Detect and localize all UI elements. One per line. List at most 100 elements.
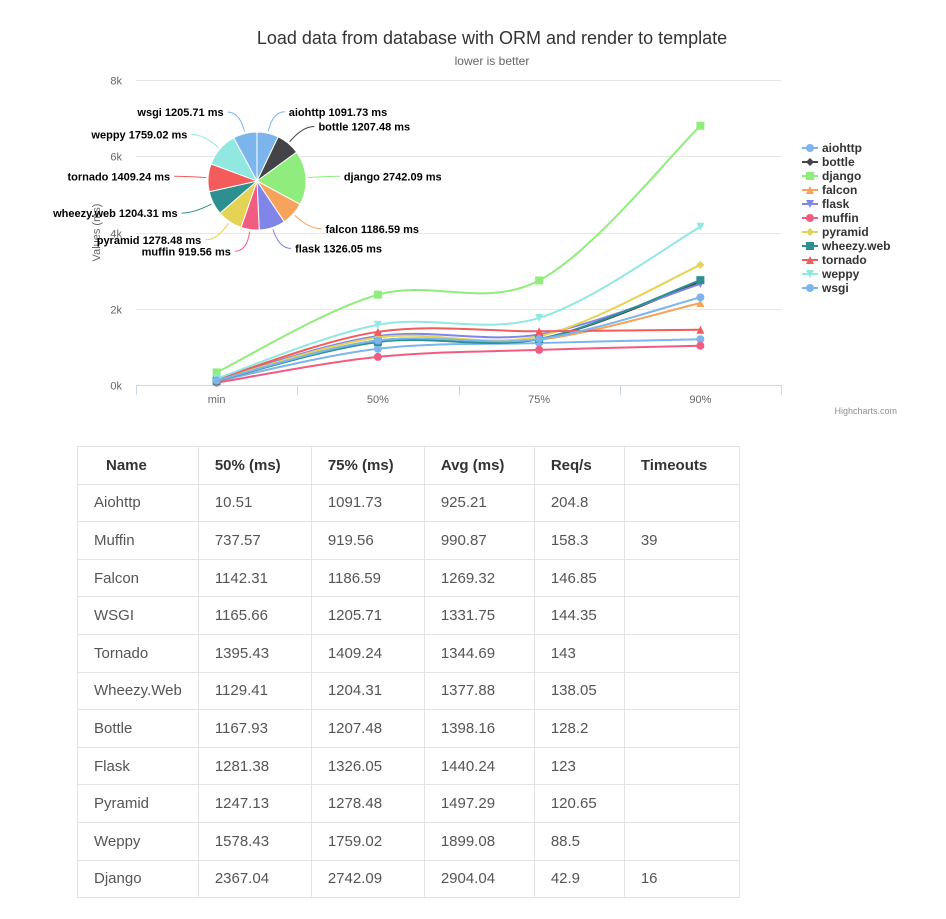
table-cell: 1247.13 [197, 784, 312, 823]
benchmark-table: Name 50% (ms) 75% (ms) Avg (ms) Req/s Ti… [77, 446, 740, 899]
data-point [696, 299, 705, 308]
series-line [216, 296, 701, 382]
table-cell: 1091.73 [310, 483, 425, 523]
table-cell: 1899.08 [423, 821, 535, 861]
legend-marker [806, 270, 814, 278]
legend-marker [806, 172, 814, 180]
table-row: Aiohttp 10.51 1091.73 925.21 204.8 [77, 483, 740, 523]
table-row: Tornado 1395.43 1409.24 1344.69 143 [77, 633, 740, 673]
y-tick-label: 8k [110, 76, 122, 88]
data-point [373, 336, 382, 345]
table-row: Falcon 1142.31 1186.59 1269.32 146.85 [77, 558, 740, 598]
table-cell: Muffin [77, 521, 199, 560]
series-wsgi [212, 293, 705, 385]
pie-data-label: tornado 1409.24 ms [67, 171, 170, 183]
chart-title: Load data from database with ORM and ren… [257, 28, 727, 48]
data-point [535, 276, 544, 285]
x-tick-label: 50% [367, 394, 389, 406]
legend-label: weppy [821, 267, 860, 281]
table-cell [623, 633, 740, 673]
data-point [696, 325, 705, 334]
series-django [212, 121, 705, 377]
legend-item-django[interactable]: django [802, 169, 861, 183]
table-cell: Django [77, 859, 199, 899]
table-cell: 1204.31 [310, 671, 425, 711]
table-cell: 143 [533, 633, 625, 673]
data-point [373, 327, 382, 336]
table-row: Bottle 1167.93 1207.48 1398.16 128.2 [77, 709, 740, 748]
table-cell: 204.8 [533, 483, 625, 523]
table-row: Flask 1281.38 1326.05 1440.24 123 [77, 746, 740, 786]
data-point [535, 313, 544, 322]
table-row: WSGI 1165.66 1205.71 1331.75 144.35 [77, 596, 740, 635]
table-cell: 1578.43 [197, 821, 312, 861]
table-row: Pyramid 1247.13 1278.48 1497.29 120.65 [77, 784, 740, 823]
series-muffin [212, 341, 705, 387]
y-tick-label: 4k [110, 229, 122, 241]
table-cell: 138.05 [533, 671, 625, 711]
pie-data-label: weppy 1759.02 ms [90, 129, 187, 141]
legend-item-aiohttp[interactable]: aiohttp [802, 141, 862, 155]
legend-item-tornado[interactable]: tornado [802, 253, 867, 267]
table-cell: 1497.29 [423, 784, 535, 823]
table-cell: Pyramid [77, 784, 199, 823]
y-axis-title: Values (ms) [91, 204, 103, 262]
legend-item-pyramid[interactable]: pyramid [802, 225, 869, 239]
table-cell [623, 596, 740, 635]
table-cell: 1377.88 [423, 671, 535, 711]
credits-link[interactable]: Highcharts.com [834, 406, 897, 416]
legend-item-wsgi[interactable]: wsgi [802, 281, 849, 295]
table-cell: 144.35 [533, 596, 625, 635]
table-cell: 1142.31 [197, 558, 312, 598]
benchmark-chart: Load data from database with ORM and ren… [0, 0, 946, 430]
pie-data-label: django 2742.09 ms [344, 171, 442, 183]
data-point [696, 341, 705, 350]
pie-chart: aiohttp 1091.73 ms bottle 1207.48 ms djang… [52, 107, 442, 259]
data-point [373, 320, 382, 329]
table-cell: 1167.93 [197, 709, 312, 748]
pie-connector [174, 175, 207, 179]
header-timeouts: Timeouts [623, 446, 740, 485]
legend-label: tornado [822, 253, 867, 267]
x-axis: min 50% 75% 90% [136, 385, 782, 406]
legend-label: wsgi [821, 281, 849, 295]
table-row: Muffin 737.57 919.56 990.87 158.3 39 [77, 521, 740, 560]
table-cell: WSGI [77, 596, 199, 635]
table-row: Wheezy.Web 1129.41 1204.31 1377.88 138.05 [77, 671, 740, 711]
chart-subtitle: lower is better [455, 54, 530, 68]
series-line [216, 125, 702, 374]
pie-connector [181, 203, 212, 214]
legend-item-weppy[interactable]: weppy [802, 267, 860, 281]
legend-item-flask[interactable]: flask [802, 197, 850, 211]
legend-marker [806, 186, 814, 194]
series-line [216, 344, 701, 384]
legend-item-muffin[interactable]: muffin [802, 211, 859, 225]
legend-item-wheezy.web[interactable]: wheezy.web [802, 239, 890, 253]
table-cell: 2742.09 [310, 859, 425, 899]
legend-label: bottle [822, 155, 855, 169]
table-cell: 2904.04 [423, 859, 535, 899]
table-cell: 146.85 [533, 558, 625, 598]
legend-item-falcon[interactable]: falcon [802, 183, 857, 197]
pie-data-label: flask 1326.05 ms [295, 243, 382, 255]
legend-item-bottle[interactable]: bottle [802, 155, 855, 169]
table-cell: 158.3 [533, 521, 625, 560]
table-cell: 1398.16 [423, 709, 535, 748]
legend-marker [806, 256, 814, 264]
legend-marker [806, 228, 814, 236]
table-cell [623, 746, 740, 786]
legend-label: flask [822, 197, 850, 211]
pie-data-label: wheezy.web 1204.31 ms [52, 208, 178, 220]
table-cell [623, 784, 740, 823]
chart-svg: Load data from database with ORM and ren… [52, 28, 897, 416]
data-point [535, 335, 544, 344]
pie-connector [227, 111, 246, 132]
table-cell: 1165.66 [197, 596, 312, 635]
table-cell: 88.5 [533, 821, 625, 861]
table-cell: Bottle [77, 709, 199, 748]
y-tick-label: 6k [110, 152, 122, 164]
pie-connector [267, 111, 285, 132]
legend-marker [806, 200, 814, 208]
table-cell: 1129.41 [197, 671, 312, 711]
legend-label: falcon [822, 183, 857, 197]
